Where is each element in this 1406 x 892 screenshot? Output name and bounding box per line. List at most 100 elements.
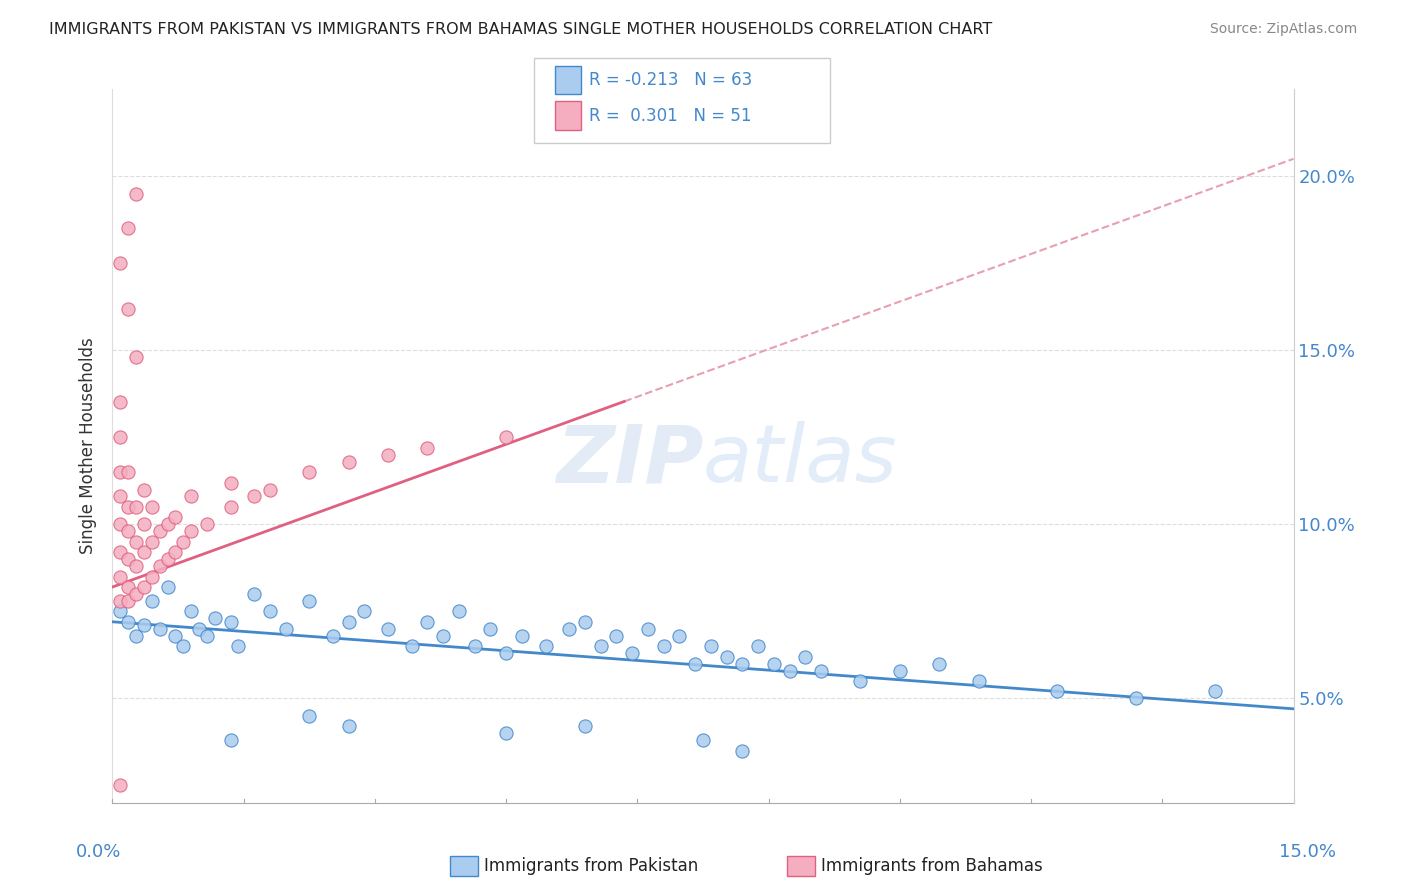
Point bbox=[110, 604, 132, 618]
Point bbox=[149, 622, 172, 636]
Point bbox=[779, 664, 801, 678]
Point bbox=[652, 639, 675, 653]
Point bbox=[110, 256, 132, 270]
Point bbox=[731, 657, 754, 671]
Point bbox=[259, 604, 281, 618]
Point bbox=[928, 657, 950, 671]
Point bbox=[132, 517, 155, 532]
Point bbox=[165, 629, 187, 643]
Text: Immigrants from Bahamas: Immigrants from Bahamas bbox=[821, 857, 1043, 875]
Point bbox=[172, 639, 194, 653]
Y-axis label: Single Mother Households: Single Mother Households bbox=[79, 338, 97, 554]
Point bbox=[337, 615, 360, 629]
Point bbox=[125, 559, 148, 574]
Point bbox=[762, 657, 785, 671]
Point bbox=[416, 615, 439, 629]
Point bbox=[132, 618, 155, 632]
Point bbox=[204, 611, 226, 625]
Point bbox=[117, 301, 139, 316]
Point bbox=[621, 646, 644, 660]
Point bbox=[117, 615, 139, 629]
Point bbox=[149, 524, 172, 539]
Point bbox=[574, 719, 596, 733]
Point bbox=[967, 673, 990, 688]
Point bbox=[132, 580, 155, 594]
Point bbox=[849, 673, 872, 688]
Point bbox=[495, 726, 517, 740]
Point bbox=[479, 622, 502, 636]
Point bbox=[447, 604, 470, 618]
Point bbox=[495, 430, 517, 444]
Text: ZIP: ZIP bbox=[555, 421, 703, 500]
Point bbox=[165, 510, 187, 524]
Point bbox=[110, 594, 132, 608]
Point bbox=[716, 649, 738, 664]
Point bbox=[243, 587, 266, 601]
Point bbox=[219, 733, 242, 747]
Point bbox=[298, 708, 321, 723]
Point bbox=[172, 534, 194, 549]
Point bbox=[156, 580, 179, 594]
Point bbox=[110, 490, 132, 504]
Point bbox=[637, 622, 659, 636]
Text: R =  0.301   N = 51: R = 0.301 N = 51 bbox=[589, 107, 752, 125]
Point bbox=[125, 186, 148, 201]
Point bbox=[156, 552, 179, 566]
Point bbox=[117, 594, 139, 608]
Point bbox=[141, 534, 163, 549]
Point bbox=[110, 778, 132, 792]
Point bbox=[117, 580, 139, 594]
Point bbox=[141, 569, 163, 583]
Point bbox=[195, 517, 218, 532]
Point bbox=[219, 475, 242, 490]
Point bbox=[125, 534, 148, 549]
Point bbox=[180, 604, 202, 618]
Point bbox=[274, 622, 297, 636]
Point bbox=[889, 664, 911, 678]
Point bbox=[337, 719, 360, 733]
Point bbox=[731, 743, 754, 757]
Text: 15.0%: 15.0% bbox=[1279, 843, 1336, 861]
Point bbox=[298, 465, 321, 479]
Point bbox=[110, 465, 132, 479]
Point bbox=[322, 629, 344, 643]
Point bbox=[132, 483, 155, 497]
Point bbox=[228, 639, 250, 653]
Point bbox=[141, 594, 163, 608]
Point bbox=[219, 615, 242, 629]
Point bbox=[110, 517, 132, 532]
Point bbox=[337, 455, 360, 469]
Point bbox=[692, 733, 714, 747]
Point bbox=[495, 646, 517, 660]
Text: atlas: atlas bbox=[703, 421, 898, 500]
Point bbox=[589, 639, 612, 653]
Text: Immigrants from Pakistan: Immigrants from Pakistan bbox=[484, 857, 697, 875]
Point bbox=[110, 430, 132, 444]
Point bbox=[605, 629, 627, 643]
Point bbox=[747, 639, 769, 653]
Point bbox=[125, 350, 148, 364]
Point bbox=[534, 639, 557, 653]
Point bbox=[1046, 684, 1069, 698]
Text: Source: ZipAtlas.com: Source: ZipAtlas.com bbox=[1209, 22, 1357, 37]
Point bbox=[1204, 684, 1226, 698]
Point bbox=[432, 629, 454, 643]
Point bbox=[165, 545, 187, 559]
Point bbox=[810, 664, 832, 678]
Text: 0.0%: 0.0% bbox=[76, 843, 121, 861]
Point bbox=[125, 587, 148, 601]
Point bbox=[353, 604, 375, 618]
Point bbox=[117, 524, 139, 539]
Point bbox=[117, 500, 139, 514]
Point bbox=[125, 629, 148, 643]
Point bbox=[416, 441, 439, 455]
Point bbox=[259, 483, 281, 497]
Point bbox=[132, 545, 155, 559]
Point bbox=[180, 490, 202, 504]
Point bbox=[574, 615, 596, 629]
Point bbox=[377, 448, 399, 462]
Point bbox=[464, 639, 486, 653]
Point bbox=[401, 639, 423, 653]
Point bbox=[188, 622, 211, 636]
Point bbox=[149, 559, 172, 574]
